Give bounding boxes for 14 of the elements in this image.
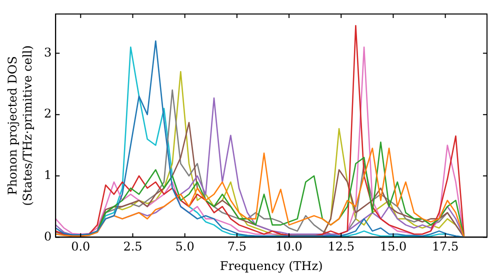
x-tick-label: 7.5: [227, 240, 246, 254]
x-tick-label: 2.5: [123, 240, 142, 254]
x-tick-label: 5.0: [175, 240, 194, 254]
x-tick-label: 12.5: [328, 240, 354, 254]
y-axis-title: Phonon projected DOS (States/THz·primitive cell): [6, 45, 35, 206]
y-tick-label: 0: [44, 229, 52, 244]
y-tick-label: 3: [44, 45, 52, 60]
y-tick-label: 2: [44, 106, 52, 121]
x-tick-label: 0.0: [71, 240, 90, 254]
x-tick-label: 17.5: [432, 240, 459, 254]
x-tick-label: 10.0: [276, 240, 302, 254]
y-tick-label: 1: [44, 168, 52, 182]
x-axis-title: Frequency (THz): [220, 258, 323, 273]
x-tick-label: 15.0: [380, 240, 407, 254]
